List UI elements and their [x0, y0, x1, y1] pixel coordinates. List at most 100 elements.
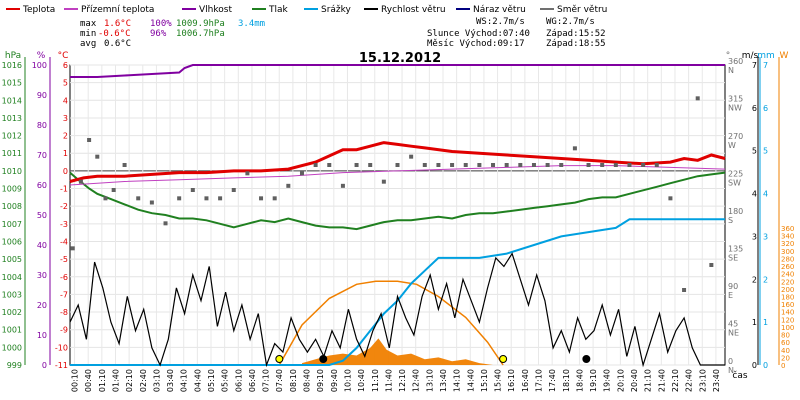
wind-direction-point: [231, 188, 236, 192]
degc-tick-label: -7: [60, 290, 68, 299]
wind-direction-point: [327, 163, 332, 167]
chart-title: 15.12.2012: [359, 51, 441, 66]
wind-direction-point: [695, 96, 700, 101]
w-tick-label: 60: [781, 339, 790, 347]
wind-direction-point: [668, 196, 673, 201]
wind-direction-point: [259, 196, 264, 201]
info-block: WS:2.7m/s WG:2.7m/s Slunce Východ:07:40 …: [427, 17, 606, 49]
legend-label: Směr větru: [557, 5, 607, 15]
wind-direction-point: [245, 171, 250, 176]
x-tick-label: 00:10: [71, 369, 80, 392]
hpa-tick-label: 1003: [2, 290, 22, 299]
x-tick-label: 20:10: [616, 369, 625, 392]
dir-name-label: NW: [728, 104, 742, 113]
w-tick-label: 200: [781, 286, 794, 294]
w-tick-label: 120: [781, 316, 794, 324]
mm-tick-label: 0: [763, 361, 768, 370]
x-tick-label: 04:40: [193, 369, 202, 392]
degc-tick-label: -9: [60, 326, 68, 335]
rychlost-vetru-series: [69, 252, 725, 368]
dir-deg-label: 90: [728, 282, 738, 291]
x-tick-label: 21:10: [644, 369, 653, 392]
wind-direction-point: [627, 163, 632, 167]
x-tick-label: 06:40: [248, 369, 257, 392]
x-tick-label: 02:40: [139, 369, 148, 392]
hpa-tick-label: 1004: [2, 273, 22, 282]
wind-direction-point: [368, 163, 373, 167]
dir-deg-label: 45: [728, 320, 738, 329]
dir-deg-label: 315: [728, 95, 743, 104]
wind-direction-point: [204, 196, 209, 201]
wind-direction-point: [272, 196, 277, 201]
wind-direction-point: [654, 163, 659, 167]
x-tick-label: 05:10: [207, 369, 216, 392]
x-tick-label: 12:10: [398, 369, 407, 392]
x-tick-label: 11:40: [384, 369, 393, 392]
pct-tick-label: 90: [37, 91, 47, 100]
plot-area: [69, 64, 726, 368]
stat-max-label: max: [80, 19, 97, 29]
degc-tick-label: 2: [63, 132, 68, 141]
wind-direction-point: [682, 288, 687, 292]
stat-max-hum: 100%: [150, 19, 172, 29]
ms-tick-label: 3: [752, 232, 757, 241]
w-tick-label: 180: [781, 294, 794, 302]
mm-tick-label: 7: [763, 61, 768, 70]
srazky-series: [70, 218, 725, 366]
dir-name-label: NE: [728, 329, 739, 338]
wind-direction-point: [218, 196, 223, 201]
pct-tick-label: 0: [42, 361, 47, 370]
ms-tick-label: 2: [752, 275, 757, 284]
x-tick-label: 04:10: [180, 369, 189, 392]
wind-direction-point: [450, 163, 455, 167]
w-tick-label: 240: [781, 271, 794, 279]
hpa-tick-label: 1013: [2, 114, 22, 123]
w-tick-label: 40: [781, 347, 790, 355]
w-tick-label: 280: [781, 255, 794, 263]
degc-tick-label: -2: [60, 202, 68, 211]
x-tick-label: 15:10: [480, 369, 489, 392]
wind-direction-point: [87, 138, 92, 142]
x-tick-label: 07:40: [275, 369, 284, 392]
wind-direction-point: [354, 163, 359, 167]
wind-direction-point: [504, 163, 509, 167]
legend: Teplota Přízemní teplota Vlhkost Tlak Srážky…: [6, 5, 607, 15]
hpa-tick-label: 1016: [2, 61, 22, 70]
stat-avg-temp: 0.6°C: [104, 39, 131, 49]
info-moon-set: Západ:18:55: [546, 39, 606, 49]
degc-tick-label: -4: [60, 237, 68, 246]
stats-block: max 1.6°C 100% 1009.9hPa 3.4mm min -0.6°…: [80, 19, 265, 49]
wind-direction-point: [313, 163, 318, 167]
axis-units: hPa % °C ° m/s mm W čas: [5, 51, 789, 381]
wind-direction-point: [190, 188, 195, 192]
w-tick-label: 140: [781, 309, 794, 317]
x-tick-label: 10:10: [343, 369, 352, 392]
x-tick-label: 14:40: [466, 369, 475, 392]
hpa-tick-label: 1012: [2, 132, 22, 141]
x-tick-label: 01:10: [98, 369, 107, 392]
stat-min-press: 1006.7hPa: [176, 29, 225, 39]
x-tick-label: 00:40: [84, 369, 93, 392]
mm-tick-label: 2: [763, 275, 768, 284]
x-tick-label: 16:40: [521, 369, 530, 392]
wind-direction-point: [111, 188, 116, 192]
hpa-tick-label: 1002: [2, 308, 22, 317]
degc-tick-label: -1: [60, 185, 68, 194]
degc-tick-label: 1: [63, 149, 68, 158]
unit-ms: m/s: [742, 51, 759, 61]
dir-name-label: N: [728, 66, 734, 75]
pct-tick-label: 50: [37, 211, 47, 220]
wind-direction-point: [600, 163, 605, 167]
stat-max-rain: 3.4mm: [238, 19, 265, 29]
legend-label: Vlhkost: [199, 5, 232, 15]
pct-tick-label: 30: [37, 271, 47, 280]
x-tick-label: 16:10: [507, 369, 516, 392]
wind-direction-point: [103, 196, 108, 201]
legend-label: Rychlost větru: [381, 5, 446, 15]
stat-max-press: 1009.9hPa: [176, 19, 225, 29]
pct-tick-label: 80: [37, 121, 47, 130]
ms-tick-label: 6: [752, 104, 757, 113]
degc-tick-label: 5: [63, 79, 68, 88]
x-tick-label: 03:10: [152, 369, 161, 392]
degc-tick-label: -8: [60, 308, 68, 317]
